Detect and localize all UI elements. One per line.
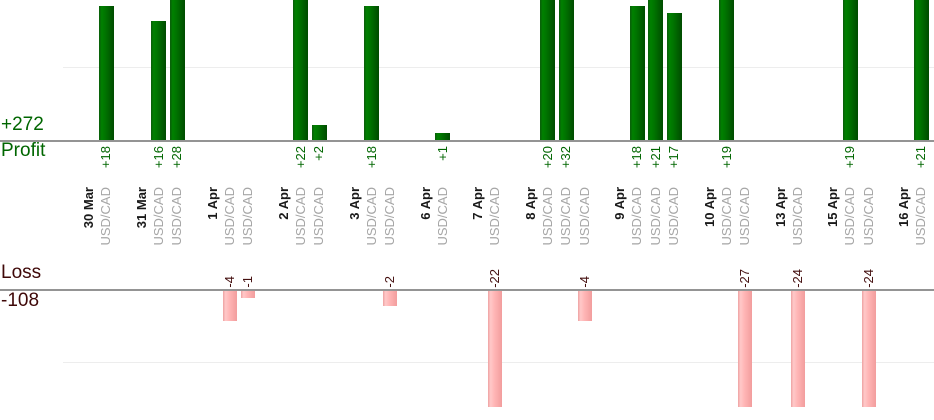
loss-bar — [383, 291, 397, 306]
profit-bar — [719, 0, 734, 140]
symbol-label: USD/CAD — [861, 187, 876, 246]
profit-bar — [648, 0, 663, 140]
symbol-label: USD/CAD — [364, 187, 379, 246]
loss-chart-area — [0, 291, 934, 407]
profit-bar-value-label: +18 — [98, 146, 113, 169]
loss-bar-value-label: -1 — [240, 276, 255, 288]
profit-bar — [151, 21, 166, 140]
profit-bar-value-label: +19 — [719, 146, 734, 169]
loss-bar-value-label: -4 — [222, 276, 237, 288]
profit-bar — [559, 0, 574, 140]
symbol-label: USD/CAD — [240, 187, 255, 246]
symbol-label: USD/CAD — [311, 187, 326, 246]
symbol-label: USD/CAD — [648, 187, 663, 246]
date-label: 9 Apr — [612, 187, 627, 220]
symbol-label: USD/CAD — [842, 187, 857, 246]
loss-bar-value-label: -24 — [861, 269, 876, 288]
symbol-label: USD/CAD — [169, 187, 184, 246]
symbol-label: USD/CAD — [293, 187, 308, 246]
profit-bar-value-label: +18 — [364, 146, 379, 169]
profit-bar-value-label: +18 — [629, 146, 644, 169]
date-label: 8 Apr — [523, 187, 538, 220]
symbol-label: USD/CAD — [790, 187, 805, 246]
loss-section-label: Loss — [1, 262, 42, 283]
profit-bar-value-label: +28 — [169, 146, 184, 169]
date-label: 10 Apr — [702, 187, 717, 227]
loss-bar — [791, 291, 805, 407]
symbol-label: USD/CAD — [487, 187, 502, 246]
symbol-label: USD/CAD — [719, 187, 734, 246]
date-label: 3 Apr — [347, 187, 362, 220]
loss-bar-value-label: -2 — [382, 276, 397, 288]
profit-bar-value-label: +1 — [435, 146, 450, 161]
profit-gridline — [63, 67, 934, 68]
loss-bar-value-label: -4 — [577, 276, 592, 288]
symbol-label: USD/CAD — [382, 187, 397, 246]
symbol-label: USD/CAD — [540, 187, 555, 246]
profit-bar — [435, 133, 450, 140]
symbol-label: USD/CAD — [558, 187, 573, 246]
profit-bar — [914, 0, 929, 140]
profit-axis-line — [0, 140, 934, 142]
date-label: 16 Apr — [896, 187, 911, 227]
profit-bar — [843, 0, 858, 140]
profit-bar-value-label: +21 — [648, 146, 663, 169]
symbol-label: USD/CAD — [913, 187, 928, 246]
symbol-label: USD/CAD — [98, 187, 113, 246]
symbol-label: USD/CAD — [629, 187, 644, 246]
date-label: 15 Apr — [825, 187, 840, 227]
symbol-label: USD/CAD — [577, 187, 592, 246]
profit-section-label: Profit — [1, 140, 46, 161]
profit-chart-area — [0, 0, 934, 140]
profit-bar — [293, 0, 308, 140]
date-label: 13 Apr — [773, 187, 788, 227]
loss-bar-value-label: -24 — [790, 269, 805, 288]
profit-bar — [540, 0, 555, 140]
profit-bar-value-label: +21 — [913, 146, 928, 169]
loss-total-label: -108 — [1, 290, 40, 311]
profit-bar — [99, 6, 114, 140]
loss-bar-value-label: -27 — [737, 269, 752, 288]
date-label: 7 Apr — [470, 187, 485, 220]
symbol-label: USD/CAD — [435, 187, 450, 246]
symbol-label: USD/CAD — [666, 187, 681, 246]
symbol-label: USD/CAD — [737, 187, 752, 246]
date-label: 6 Apr — [418, 187, 433, 220]
symbol-label: USD/CAD — [151, 187, 166, 246]
profit-bar — [312, 125, 327, 140]
profit-bar-value-label: +19 — [842, 146, 857, 169]
profit-bar-value-label: +16 — [151, 146, 166, 169]
loss-axis-line — [0, 289, 934, 291]
profit-bar-value-label: +17 — [666, 146, 681, 169]
loss-bar — [862, 291, 876, 407]
profit-bar-value-label: +20 — [540, 146, 555, 169]
date-label: 30 Mar — [81, 187, 96, 229]
profit-bar — [630, 6, 645, 140]
profit-total-label: +272 — [1, 114, 44, 135]
loss-bar-value-label: -22 — [487, 269, 502, 288]
loss-bar — [223, 291, 237, 321]
date-label: 1 Apr — [205, 187, 220, 220]
profit-bar — [170, 0, 185, 140]
profit-bar — [364, 6, 379, 140]
loss-bar — [241, 291, 255, 298]
profit-bar — [667, 13, 682, 140]
profit-bar-value-label: +2 — [311, 146, 326, 161]
profit-bar-value-label: +32 — [558, 146, 573, 169]
date-label: 31 Mar — [134, 187, 149, 229]
symbol-label: USD/CAD — [222, 187, 237, 246]
profit-bar-value-label: +22 — [293, 146, 308, 169]
loss-bar — [488, 291, 502, 407]
loss-bar — [578, 291, 592, 321]
date-label: 2 Apr — [276, 187, 291, 220]
loss-bar — [738, 291, 752, 407]
